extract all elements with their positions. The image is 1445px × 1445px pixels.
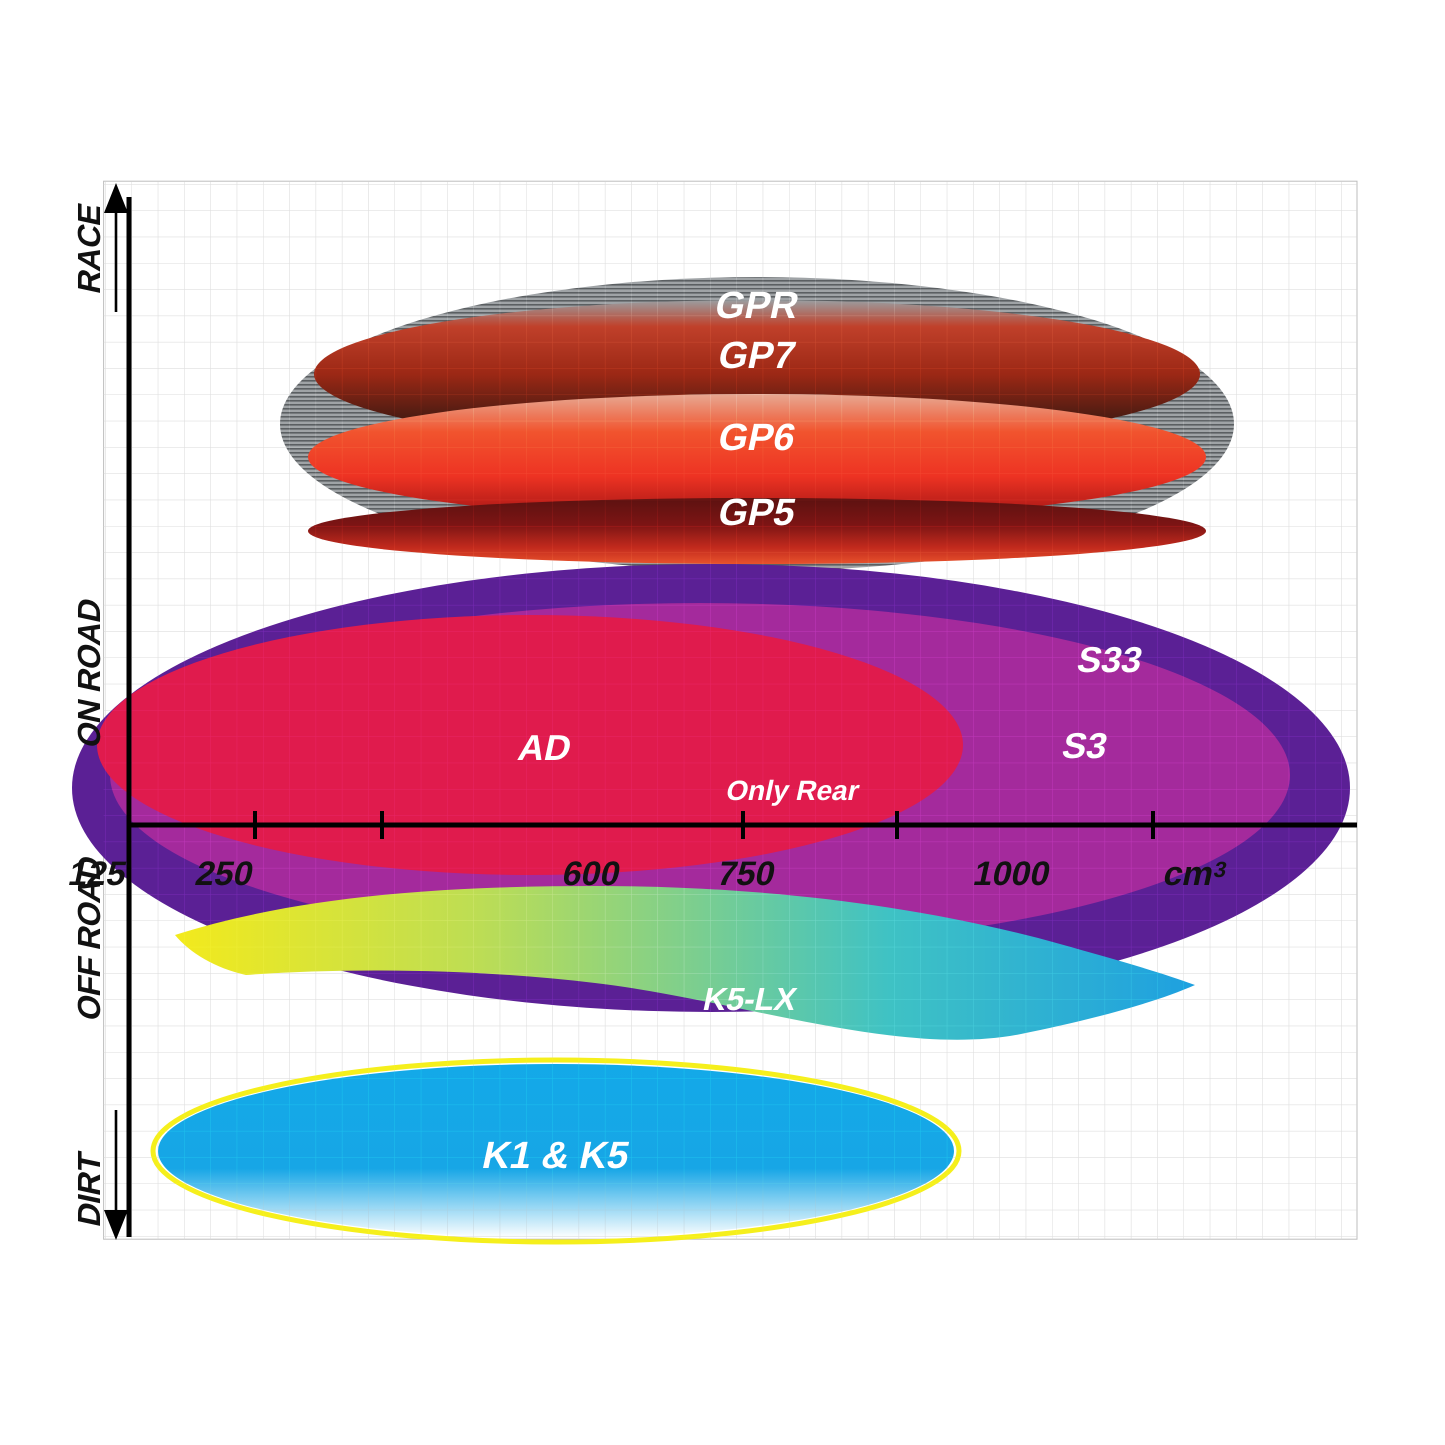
svg-text:750: 750	[714, 855, 779, 893]
svg-text:RACE: RACE	[71, 200, 107, 296]
svg-text:1000: 1000	[970, 855, 1054, 893]
svg-text:600: 600	[559, 855, 624, 893]
svg-text:ON ROAD: ON ROAD	[71, 595, 107, 750]
svg-text:125: 125	[65, 855, 130, 893]
svg-text:250: 250	[192, 855, 257, 893]
svg-text:DIRT: DIRT	[71, 1149, 107, 1230]
